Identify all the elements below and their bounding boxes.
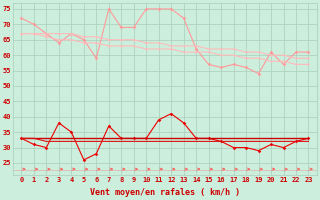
X-axis label: Vent moyen/en rafales ( km/h ): Vent moyen/en rafales ( km/h ) [90,188,240,197]
